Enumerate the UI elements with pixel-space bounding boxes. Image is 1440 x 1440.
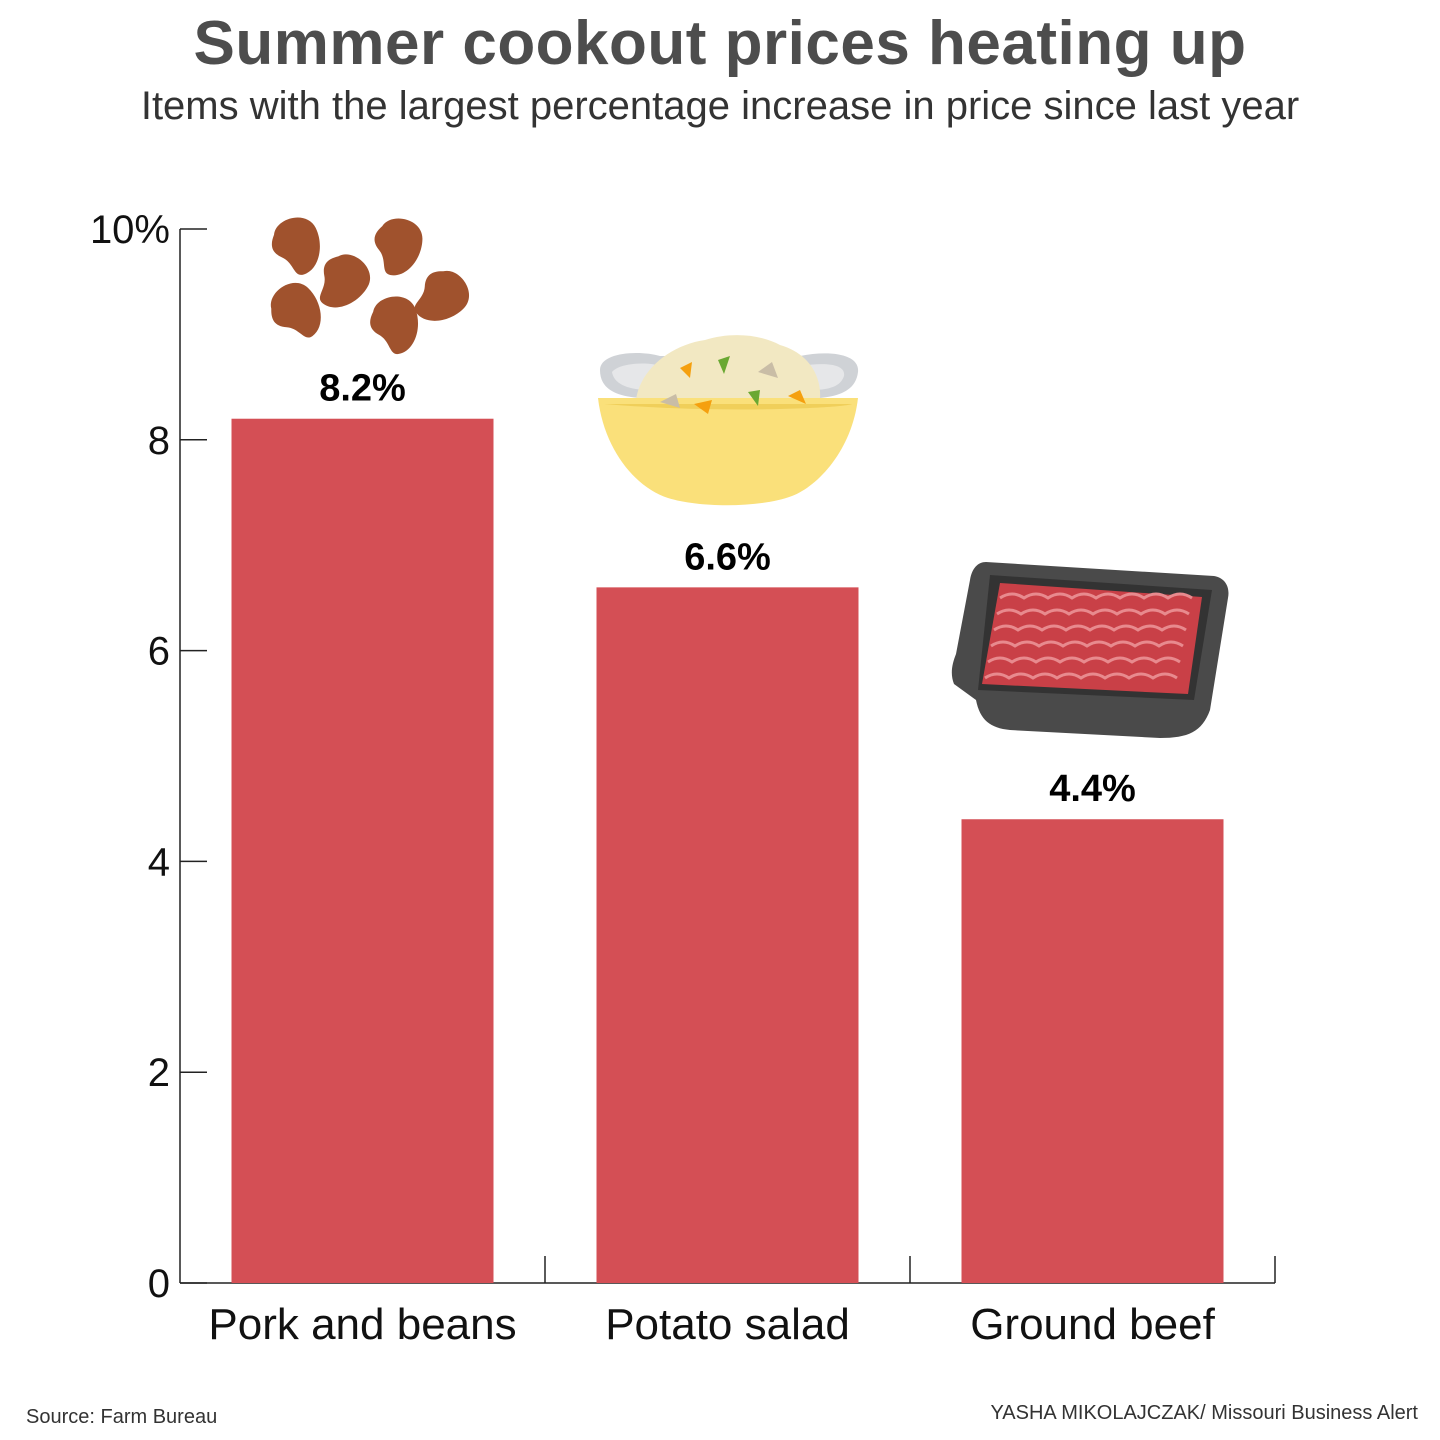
y-tick-label: 0 — [148, 1262, 170, 1306]
beans-icon — [270, 217, 470, 354]
y-tick-label: 4 — [148, 840, 170, 884]
y-tick-label: 8 — [148, 419, 170, 463]
potato-salad-bowl-icon — [598, 335, 859, 506]
y-tick-label: 6 — [148, 630, 170, 674]
bar-value-label: 8.2% — [319, 368, 406, 410]
credit-line: YASHA MIKOLAJCZAK/ Missouri Business Ale… — [990, 1402, 1418, 1424]
y-tick-label: 10% — [90, 208, 170, 252]
ground-beef-tray-icon — [951, 562, 1229, 738]
bar — [961, 819, 1224, 1283]
category-label: Potato salad — [605, 1300, 850, 1349]
chart-subtitle: Items with the largest percentage increa… — [140, 84, 1300, 128]
labels: 0 2 4 6 8 10% 8.2% Pork and beans 6.6% Potato sal… — [90, 208, 1216, 1349]
source-note: Source: Farm Bureau — [26, 1406, 218, 1428]
bar-value-label: 6.6% — [684, 536, 771, 578]
chart-title: Summer cookout prices heating up — [193, 9, 1247, 78]
category-label: Ground beef — [970, 1300, 1215, 1349]
bar — [231, 418, 494, 1284]
y-tick-label: 2 — [148, 1051, 170, 1095]
bar — [596, 587, 859, 1283]
category-label: Pork and beans — [208, 1300, 516, 1349]
bars — [231, 418, 1224, 1284]
bar-value-label: 4.4% — [1049, 768, 1136, 810]
